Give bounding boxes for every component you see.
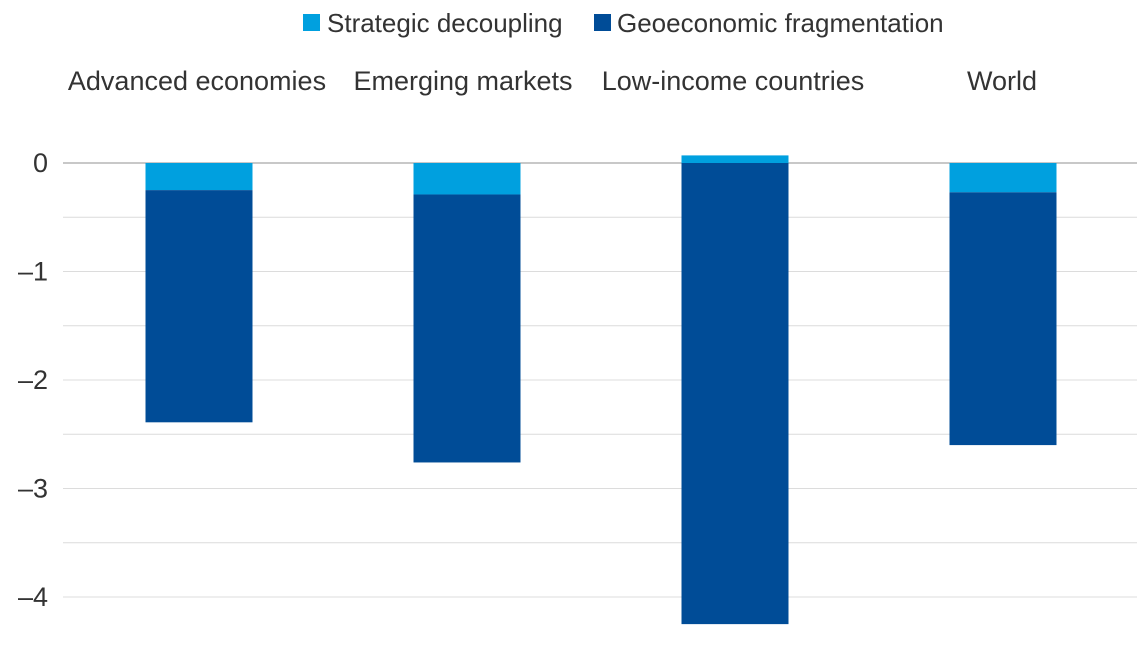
category-label-low-income-countries: Low-income countries — [602, 66, 865, 96]
bar-strategic-decoupling-world — [949, 163, 1057, 193]
bars — [145, 155, 1057, 625]
legend: Strategic decoupling Geoeconomic fragmen… — [303, 8, 944, 38]
category-label-emerging-markets: Emerging markets — [353, 66, 572, 96]
category-label-world: World — [967, 66, 1037, 96]
category-labels: Advanced economies Emerging markets Low-… — [68, 66, 1037, 96]
y-tick-label: 0 — [33, 148, 48, 178]
y-tick-label: –3 — [18, 474, 48, 504]
bar-strategic-decoupling-advanced-economies — [145, 163, 253, 191]
bar-geoeconomic-fragmentation-advanced-economies — [145, 190, 253, 423]
y-axis-tick-labels: 0 –1 –2 –3 –4 — [18, 148, 48, 612]
legend-label-strategic-decoupling: Strategic decoupling — [327, 8, 563, 38]
bar-geoeconomic-fragmentation-low-income-countries — [681, 163, 789, 625]
y-tick-label: –4 — [18, 582, 48, 612]
bar-geoeconomic-fragmentation-world — [949, 192, 1057, 446]
category-label-advanced-economies: Advanced economies — [68, 66, 326, 96]
legend-swatch-strategic-decoupling — [303, 14, 320, 31]
bar-geoeconomic-fragmentation-emerging-markets — [413, 194, 521, 463]
y-tick-label: –1 — [18, 257, 48, 287]
y-tick-label: –2 — [18, 365, 48, 395]
bar-strategic-decoupling-emerging-markets — [413, 163, 521, 195]
legend-label-geoeconomic-fragmentation: Geoeconomic fragmentation — [617, 8, 944, 38]
bar-strategic-decoupling-low-income-countries — [681, 155, 789, 163]
legend-swatch-geoeconomic-fragmentation — [594, 14, 611, 31]
